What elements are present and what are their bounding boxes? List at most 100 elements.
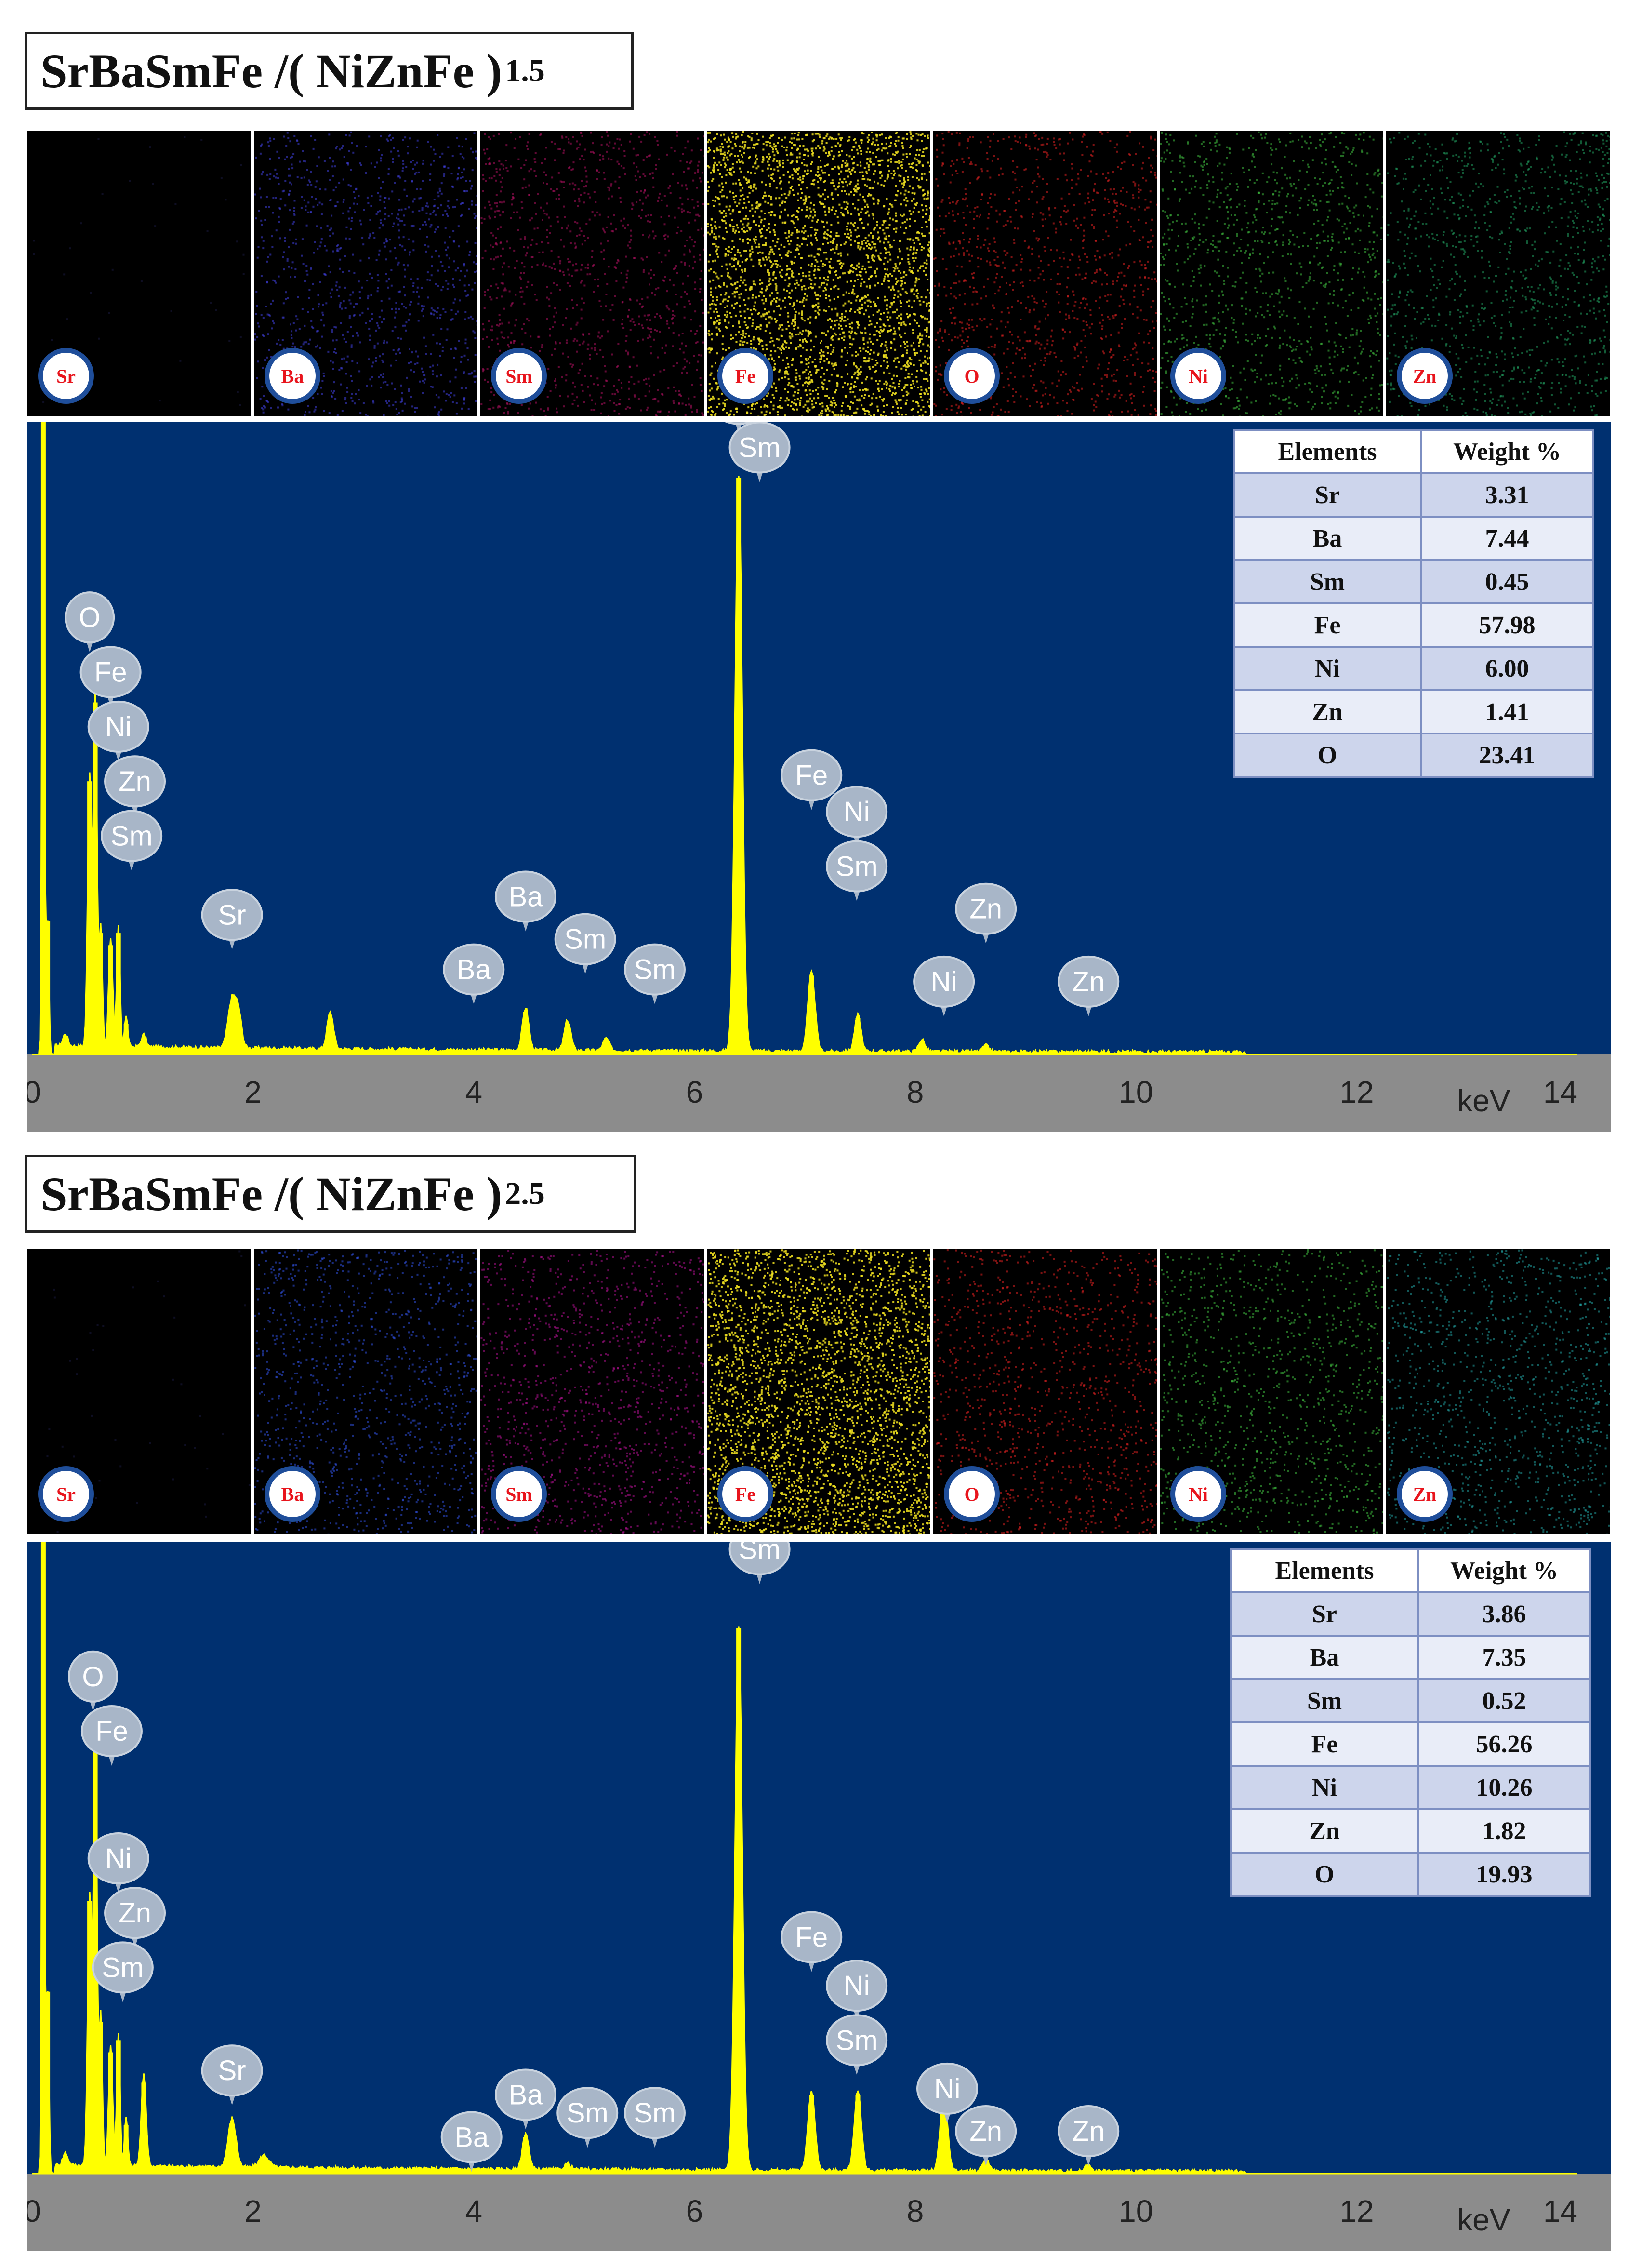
weight-table: Elements Weight % Sr 3.86 Ba 7.35 Sm 0.52 Fe 56.2… bbox=[1230, 1548, 1591, 1897]
element-badge: Zn bbox=[1397, 348, 1453, 404]
spectrum-peak bbox=[523, 1012, 528, 1054]
peak-label: Sm bbox=[554, 913, 616, 974]
title-subscript: 2.5 bbox=[505, 1176, 545, 1211]
spectrum-trace bbox=[32, 1542, 1577, 2175]
peak-label: Ni bbox=[913, 955, 975, 1016]
panel-title: SrBaSmFe /( NiZnFe ) 2.5 bbox=[25, 1155, 636, 1233]
peak-label-text: Sm bbox=[634, 954, 675, 986]
element-map-sm: Sm bbox=[480, 131, 704, 416]
peak-label: Zn bbox=[955, 882, 1017, 944]
peak-label-text: Ni bbox=[105, 1843, 132, 1874]
x-axis-label: keV bbox=[1457, 1083, 1510, 1118]
element-map-fe: Fe bbox=[707, 131, 930, 416]
element-map-zn: Zn bbox=[1386, 1249, 1610, 1534]
table-row: Zn 1.41 bbox=[1233, 689, 1594, 734]
x-tick-label: 12 bbox=[1339, 1075, 1374, 1109]
spectrum-peak bbox=[855, 1018, 861, 1054]
x-tick-label: 10 bbox=[1119, 2194, 1153, 2228]
element-cell: O bbox=[1230, 1852, 1419, 1897]
table-row: O 23.41 bbox=[1233, 733, 1594, 778]
peak-label-text: Ba bbox=[457, 954, 491, 986]
element-badge: Fe bbox=[717, 348, 773, 404]
peak-label-text: Sm bbox=[567, 2097, 609, 2129]
element-badge: Ba bbox=[265, 1466, 320, 1522]
spectrum-peak bbox=[523, 2137, 528, 2174]
element-cell: Sm bbox=[1230, 1678, 1419, 1723]
peak-label: Sm bbox=[623, 2087, 686, 2148]
peak-label: Sm bbox=[728, 1542, 791, 1584]
element-badge: Sm bbox=[491, 1466, 547, 1522]
x-tick-label: 8 bbox=[907, 2194, 924, 2228]
spectrum-peak bbox=[108, 2052, 113, 2174]
peak-label: Fe bbox=[781, 749, 843, 810]
element-cell: Fe bbox=[1233, 602, 1422, 648]
peak-label: Ni bbox=[916, 2062, 979, 2123]
weight-cell: 19.93 bbox=[1417, 1852, 1591, 1897]
peak-label: Fe bbox=[79, 646, 142, 707]
panel-1: SrBaSmFe /( NiZnFe ) 1.5 Sr Ba Sm Fe O Ni Zn 0… bbox=[25, 32, 1611, 1132]
peak-label: Zn bbox=[955, 2105, 1017, 2166]
peak-label: Ba bbox=[443, 943, 505, 1004]
table-header-row: Elements Weight % bbox=[1230, 1548, 1591, 1593]
elements-header: Elements bbox=[1230, 1548, 1419, 1593]
eds-spectrum: 02468101214keVOFeNiZnSmSrBaBaSmSmFeSmFeN… bbox=[27, 1542, 1611, 2251]
peak-label-text: Ba bbox=[508, 2080, 543, 2111]
spectrum-peak bbox=[262, 2161, 266, 2174]
spectrum-peak bbox=[63, 1042, 68, 1054]
element-cell: Ni bbox=[1233, 646, 1422, 691]
spectrum-peak bbox=[87, 1901, 93, 2174]
peak-label-text: Sm bbox=[564, 924, 606, 955]
weight-cell: 1.82 bbox=[1417, 1808, 1591, 1854]
element-map-ba: Ba bbox=[254, 131, 477, 416]
x-tick-label: 2 bbox=[244, 2194, 262, 2228]
weight-cell: 6.00 bbox=[1420, 646, 1594, 691]
peak-label: Sr bbox=[201, 2044, 263, 2106]
peak-label-text: Ba bbox=[508, 881, 543, 913]
x-tick-label: 10 bbox=[1119, 1075, 1153, 1109]
element-cell: Zn bbox=[1233, 689, 1422, 734]
peak-label: Ni bbox=[826, 786, 888, 847]
element-cell: Zn bbox=[1230, 1808, 1419, 1854]
peak-label-text: Zn bbox=[119, 766, 151, 797]
weight-cell: 3.86 bbox=[1417, 1591, 1591, 1637]
spectrum-peak bbox=[98, 2022, 103, 2174]
weight-cell: 1.41 bbox=[1420, 689, 1594, 734]
element-cell: O bbox=[1233, 733, 1422, 778]
element-map-sm: Sm bbox=[480, 1249, 704, 1534]
element-badge: Sr bbox=[38, 348, 94, 404]
peak-label: Sm bbox=[92, 1941, 154, 2002]
element-cell: Ba bbox=[1230, 1635, 1419, 1680]
spectrum-peak bbox=[736, 1628, 742, 2174]
x-tick-label: 6 bbox=[686, 2194, 703, 2228]
peak-label: Sm bbox=[728, 422, 791, 482]
x-tick-label: 4 bbox=[465, 1075, 483, 1109]
weight-cell: 7.44 bbox=[1420, 516, 1594, 561]
spectrum-peak bbox=[123, 2125, 129, 2174]
element-map-fe: Fe bbox=[707, 1249, 930, 1534]
element-map-ni: Ni bbox=[1160, 1249, 1383, 1534]
peak-label: Ba bbox=[494, 870, 556, 932]
spectrum-peak bbox=[40, 1542, 46, 2174]
peak-label-text: Zn bbox=[969, 2116, 1002, 2147]
table-row: Fe 56.26 bbox=[1230, 1721, 1591, 1767]
element-map-sr: Sr bbox=[27, 1249, 251, 1534]
element-maps: Sr Ba Sm Fe O Ni Zn bbox=[27, 131, 1610, 416]
table-row: Ba 7.44 bbox=[1233, 516, 1594, 561]
element-badge: Sm bbox=[491, 348, 547, 404]
weight-cell: 3.31 bbox=[1420, 472, 1594, 518]
x-tick-label: 4 bbox=[465, 2194, 483, 2228]
peak-label: Zn bbox=[1058, 2105, 1120, 2166]
peak-label-text: Fe bbox=[95, 1716, 128, 1747]
weight-cell: 7.35 bbox=[1417, 1635, 1591, 1680]
panel-title: SrBaSmFe /( NiZnFe ) 1.5 bbox=[25, 32, 634, 110]
weight-header: Weight % bbox=[1420, 429, 1594, 474]
peak-label-text: Sm bbox=[836, 2025, 878, 2056]
element-map-ni: Ni bbox=[1160, 131, 1383, 416]
peak-label: Sm bbox=[101, 810, 163, 871]
element-cell: Ba bbox=[1233, 516, 1422, 561]
title-text: SrBaSmFe /( NiZnFe ) bbox=[40, 44, 503, 98]
element-map-zn: Zn bbox=[1386, 131, 1610, 416]
spectrum-trace bbox=[32, 422, 1577, 1056]
x-tick-label: 6 bbox=[686, 1075, 703, 1109]
element-cell: Sm bbox=[1233, 559, 1422, 604]
